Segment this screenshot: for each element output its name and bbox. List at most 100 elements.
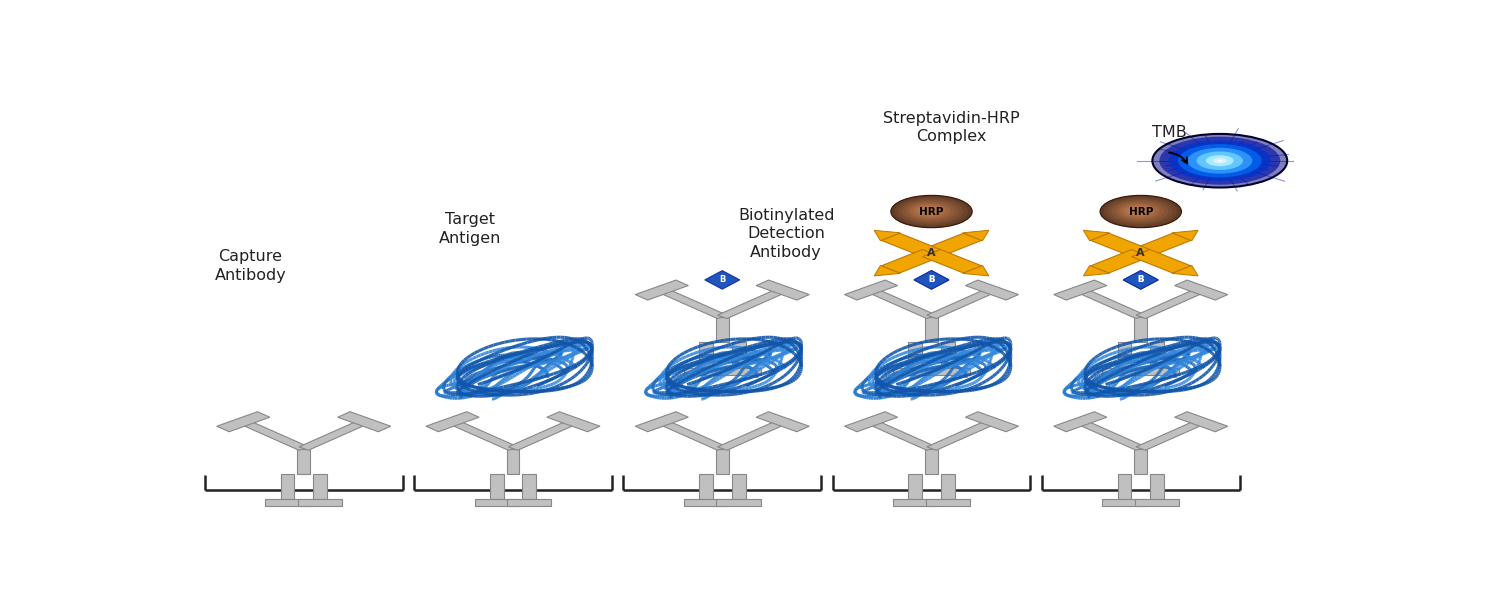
Circle shape: [1104, 197, 1178, 226]
Circle shape: [898, 199, 963, 224]
Polygon shape: [1124, 271, 1158, 289]
Polygon shape: [1076, 420, 1146, 450]
Polygon shape: [717, 499, 760, 506]
Polygon shape: [657, 289, 728, 319]
Polygon shape: [892, 499, 938, 506]
Polygon shape: [1131, 250, 1191, 273]
Polygon shape: [507, 499, 552, 506]
Text: A: A: [1137, 248, 1144, 258]
Polygon shape: [1090, 233, 1150, 257]
Text: B: B: [928, 275, 934, 284]
Polygon shape: [844, 280, 897, 300]
Polygon shape: [966, 412, 1018, 432]
Polygon shape: [1136, 289, 1206, 319]
Polygon shape: [509, 420, 578, 450]
Polygon shape: [1134, 317, 1148, 342]
Polygon shape: [732, 342, 746, 368]
Circle shape: [891, 196, 972, 227]
Polygon shape: [705, 271, 740, 289]
Polygon shape: [756, 280, 808, 300]
Polygon shape: [882, 233, 940, 257]
Circle shape: [1114, 202, 1164, 221]
Circle shape: [1152, 134, 1287, 187]
Circle shape: [902, 200, 958, 223]
Polygon shape: [963, 230, 988, 241]
Polygon shape: [716, 317, 729, 342]
Polygon shape: [922, 250, 981, 273]
Polygon shape: [1134, 449, 1148, 474]
Text: B: B: [1137, 275, 1144, 284]
Polygon shape: [657, 420, 728, 450]
Circle shape: [1160, 137, 1280, 185]
Circle shape: [1122, 205, 1155, 217]
Polygon shape: [908, 474, 922, 499]
Polygon shape: [963, 265, 988, 276]
Polygon shape: [914, 271, 950, 289]
Polygon shape: [1136, 368, 1179, 374]
Polygon shape: [298, 420, 369, 450]
Circle shape: [914, 205, 946, 217]
Circle shape: [1214, 158, 1227, 163]
Polygon shape: [448, 420, 518, 450]
Text: Streptavidin-HRP
Complex: Streptavidin-HRP Complex: [884, 110, 1020, 144]
Polygon shape: [684, 368, 728, 374]
Text: Capture
Antibody: Capture Antibody: [214, 249, 286, 283]
Circle shape: [916, 206, 942, 215]
Polygon shape: [914, 271, 950, 289]
Polygon shape: [867, 289, 936, 319]
Circle shape: [909, 203, 950, 219]
Polygon shape: [940, 342, 954, 368]
Polygon shape: [314, 474, 327, 499]
Polygon shape: [297, 449, 310, 474]
Polygon shape: [927, 420, 996, 450]
Circle shape: [1218, 160, 1222, 161]
Polygon shape: [522, 474, 537, 499]
Text: HRP: HRP: [1128, 206, 1154, 217]
Circle shape: [1188, 148, 1252, 173]
Polygon shape: [1124, 271, 1158, 289]
Polygon shape: [1102, 368, 1146, 374]
Polygon shape: [732, 474, 746, 499]
Polygon shape: [1150, 342, 1164, 368]
Polygon shape: [636, 412, 688, 432]
Polygon shape: [426, 412, 478, 432]
Polygon shape: [874, 265, 900, 276]
Polygon shape: [507, 449, 519, 474]
Text: B: B: [928, 275, 934, 284]
Text: HRP: HRP: [920, 206, 944, 217]
Circle shape: [894, 197, 968, 226]
Polygon shape: [874, 230, 900, 241]
Polygon shape: [1174, 280, 1227, 300]
Text: Biotinylated
Detection
Antibody: Biotinylated Detection Antibody: [738, 208, 834, 260]
Polygon shape: [1118, 474, 1131, 499]
Polygon shape: [892, 368, 938, 374]
Circle shape: [1107, 199, 1173, 224]
Polygon shape: [1083, 265, 1110, 276]
Circle shape: [1178, 144, 1262, 178]
Polygon shape: [280, 474, 294, 499]
Polygon shape: [926, 449, 938, 474]
Polygon shape: [882, 250, 940, 273]
Polygon shape: [1172, 265, 1198, 276]
Polygon shape: [1102, 499, 1146, 506]
Polygon shape: [1136, 499, 1179, 506]
Polygon shape: [717, 368, 760, 374]
Polygon shape: [927, 289, 996, 319]
Polygon shape: [922, 233, 981, 257]
Polygon shape: [298, 499, 342, 506]
Circle shape: [1168, 140, 1270, 181]
Polygon shape: [266, 499, 309, 506]
Text: Target
Antigen: Target Antigen: [440, 212, 501, 246]
Polygon shape: [1054, 412, 1107, 432]
Circle shape: [1112, 200, 1168, 223]
Polygon shape: [1090, 250, 1150, 273]
Polygon shape: [1136, 420, 1206, 450]
Text: A: A: [927, 248, 936, 258]
Polygon shape: [548, 412, 600, 432]
Polygon shape: [338, 412, 390, 432]
Circle shape: [1119, 203, 1160, 219]
Polygon shape: [474, 499, 519, 506]
Polygon shape: [636, 280, 688, 300]
Polygon shape: [1131, 233, 1191, 257]
Text: B: B: [718, 275, 726, 284]
